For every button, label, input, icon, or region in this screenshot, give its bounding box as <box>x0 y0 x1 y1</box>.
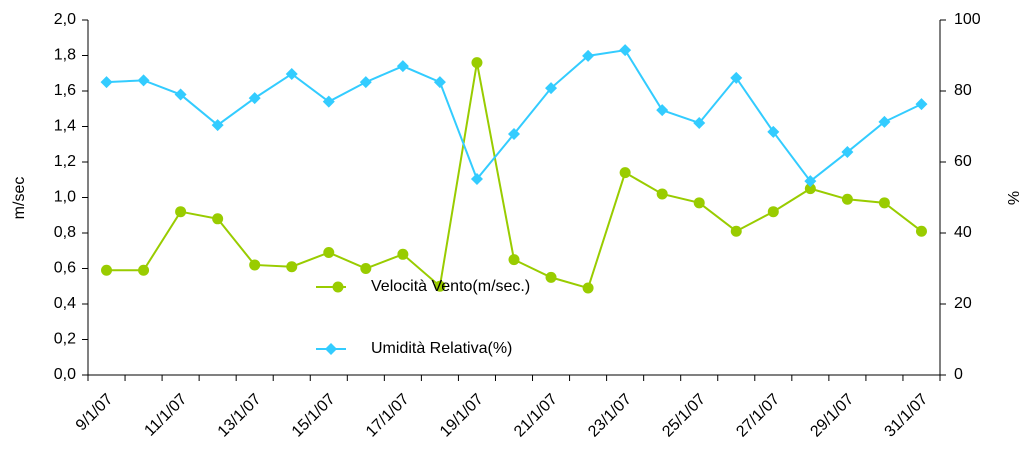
point <box>915 225 927 237</box>
point <box>174 88 187 101</box>
point <box>397 248 409 260</box>
point <box>656 188 668 200</box>
point <box>693 116 706 129</box>
y-tick-label: 1,2 <box>54 153 76 170</box>
y2-tick-label: 20 <box>954 295 972 312</box>
y-tick-label: 2,0 <box>54 11 76 28</box>
y-tick-label: 0,4 <box>54 295 76 312</box>
point <box>471 57 483 69</box>
legend-label: Velocità Vento(m/sec.) <box>371 278 530 295</box>
point <box>138 264 150 276</box>
point <box>804 175 817 188</box>
point <box>767 125 780 138</box>
point <box>249 259 261 271</box>
y2-tick-label: 100 <box>954 11 981 28</box>
point <box>322 95 335 108</box>
point <box>323 247 335 259</box>
point <box>212 213 224 225</box>
point <box>285 67 298 80</box>
legend-label: Umidità Relativa(%) <box>371 340 512 357</box>
point <box>100 76 113 89</box>
point <box>545 271 557 283</box>
point <box>656 104 669 117</box>
point <box>137 74 150 87</box>
point <box>619 44 632 57</box>
y2-tick-label: 60 <box>954 153 972 170</box>
point <box>248 92 261 105</box>
point <box>101 264 113 276</box>
y2-tick-label: 40 <box>954 224 972 241</box>
point <box>730 71 743 84</box>
point <box>619 167 631 179</box>
y-tick-label: 0,2 <box>54 331 76 348</box>
point <box>175 206 187 218</box>
y2-tick-label: 80 <box>954 82 972 99</box>
legend-marker <box>332 281 344 293</box>
y-tick-label: 1,0 <box>54 189 76 206</box>
y2-axis-label: % <box>1004 191 1021 205</box>
legend-marker <box>325 343 337 355</box>
point <box>582 282 594 294</box>
y-tick-label: 1,6 <box>54 82 76 99</box>
point <box>359 76 372 89</box>
point <box>878 197 890 209</box>
point <box>508 127 520 140</box>
point <box>211 119 224 132</box>
y-tick-label: 0,0 <box>54 366 76 383</box>
point <box>360 263 372 274</box>
point <box>841 146 854 159</box>
point <box>396 60 409 73</box>
y-tick-label: 1,8 <box>54 47 76 64</box>
point <box>470 173 483 186</box>
y-tick-label: 0,6 <box>54 260 76 277</box>
y-tick-label: 1,4 <box>54 118 76 135</box>
point <box>286 261 298 273</box>
y2-tick-label: 0 <box>954 366 963 383</box>
point <box>878 115 891 128</box>
point <box>915 98 928 111</box>
point <box>693 197 705 209</box>
point <box>730 225 742 237</box>
point <box>508 254 520 266</box>
point <box>434 280 446 292</box>
y-tick-label: 0,8 <box>54 224 76 241</box>
point <box>433 76 446 89</box>
point <box>804 183 816 195</box>
point <box>841 193 853 205</box>
point <box>767 206 779 218</box>
y-axis-label: m/sec <box>11 177 28 220</box>
point <box>545 82 558 95</box>
point <box>582 49 595 62</box>
